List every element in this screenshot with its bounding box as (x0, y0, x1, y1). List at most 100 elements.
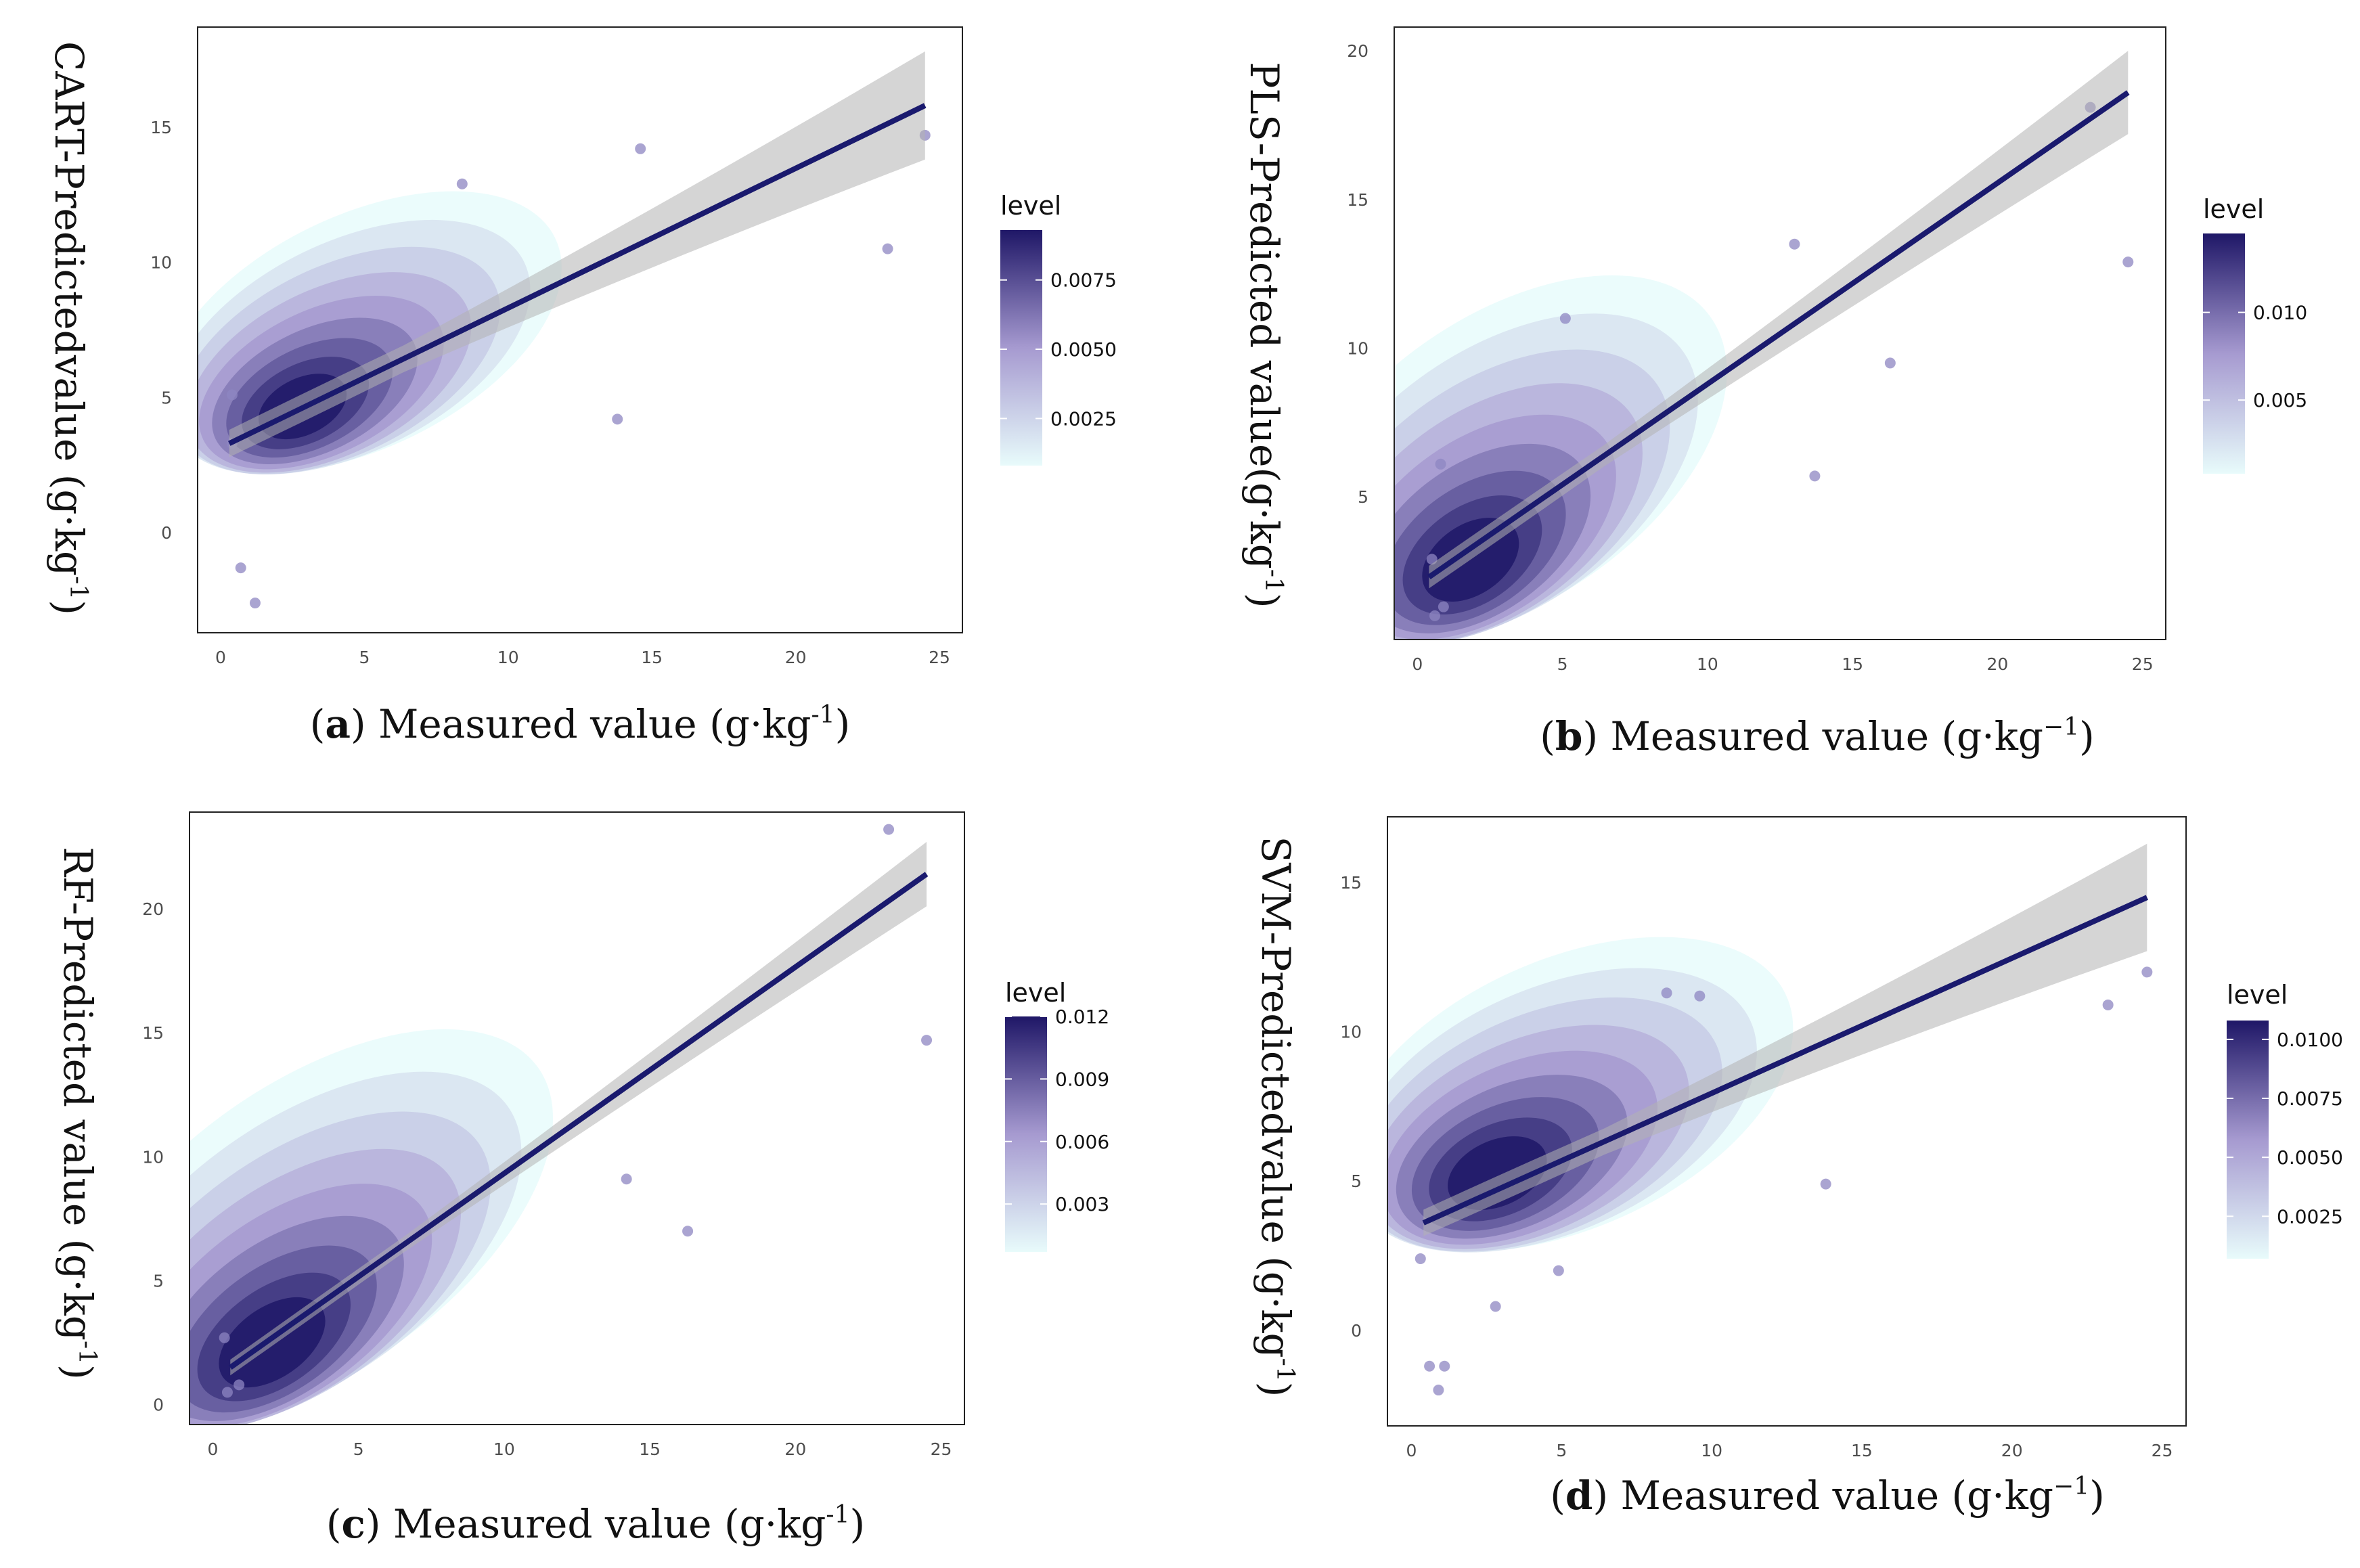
data-point (226, 389, 238, 401)
data-point (621, 1173, 632, 1185)
x-ticks: 0 5 10 15 20 25 (207, 1439, 952, 1459)
y-tick-label: 0 (161, 523, 172, 543)
data-point (612, 413, 623, 425)
y-tick-label: 5 (161, 388, 172, 407)
data-point (2102, 999, 2114, 1010)
y-ticks: 0 5 10 15 (150, 118, 172, 543)
y-tick-label: 15 (1347, 190, 1368, 210)
data-point (1559, 313, 1571, 324)
x-tick-label: 25 (2132, 654, 2154, 674)
x-ticks: 0 5 10 15 20 25 (1406, 1441, 2173, 1460)
legend-title: level (2203, 194, 2264, 224)
regression-line (228, 872, 929, 1370)
x-tick-label: 15 (639, 1439, 661, 1459)
legend-colorbar (1005, 1016, 1047, 1252)
x-tick-label: 5 (353, 1439, 364, 1459)
x-ticks: 0 5 10 15 20 25 (1412, 654, 2153, 674)
y-tick-label: 0 (153, 1395, 164, 1415)
x-axis-label: (b) Measured value (g·kg−1) (1540, 713, 2095, 759)
legend-tick-label: 0.0100 (2277, 1029, 2343, 1051)
x-tick-label: 20 (784, 1439, 806, 1459)
data-point (1884, 357, 1896, 369)
y-tick-label: 10 (150, 253, 172, 273)
data-point (1820, 1178, 1831, 1190)
data-point (1415, 1253, 1426, 1264)
y-tick-label: 5 (153, 1271, 164, 1291)
y-ticks: 5 10 15 20 (1347, 41, 1368, 507)
data-point (233, 1379, 245, 1391)
x-tick-label: 5 (1557, 654, 1568, 674)
confidence-band (1423, 843, 2147, 1236)
panel-b: 0 5 10 15 20 25 5 10 15 20 PLS-Predicted value(g… (1241, 26, 2307, 759)
data-point (1789, 238, 1800, 250)
legend-tick-label: 0.0075 (1050, 269, 1117, 292)
x-axis-label: (c) Measured value (g·kg-1) (326, 1501, 865, 1547)
legend-tick-label: 0.003 (1055, 1193, 1109, 1215)
data-point (1439, 1360, 1450, 1372)
points (219, 824, 933, 1398)
legend: level 0.003 0.006 0.009 0.012 (1005, 978, 1109, 1252)
data-point (1694, 990, 1706, 1002)
y-tick-label: 10 (1347, 338, 1368, 358)
legend-tick-label: 0.0025 (2277, 1205, 2343, 1228)
data-point (1429, 610, 1440, 621)
plot-frame (1387, 816, 2187, 1427)
density-contours (1394, 275, 1727, 640)
y-tick-label: 5 (1351, 1171, 1362, 1191)
x-tick-label: 10 (493, 1439, 515, 1459)
density-contours (190, 1029, 554, 1425)
data-point (2141, 966, 2153, 978)
x-tick-label: 5 (359, 648, 370, 667)
legend-tick-label: 0.006 (1055, 1131, 1109, 1153)
y-axis-label: CART-Predictedvalue (g·kg-1) (46, 41, 92, 615)
x-axis-label: (d) Measured value (g·kg−1) (1550, 1473, 2105, 1519)
data-point (1424, 1360, 1435, 1372)
data-point (1661, 987, 1672, 999)
data-point (1438, 601, 1449, 612)
points (1415, 966, 2153, 1396)
panel-d: 0 5 10 15 20 25 0 5 10 15 SVM-Predictedvalue (g·… (1253, 816, 2343, 1519)
legend-title: level (1005, 978, 1066, 1008)
data-point (882, 243, 893, 254)
legend: level 0.0025 0.0050 0.0075 (1000, 191, 1117, 466)
data-point (1809, 470, 1821, 482)
data-point (883, 824, 895, 835)
y-tick-label: 15 (142, 1023, 164, 1043)
x-tick-label: 20 (785, 648, 807, 667)
legend: level 0.005 0.010 (2203, 194, 2307, 474)
x-tick-label: 5 (1556, 1441, 1567, 1460)
plot-frame (189, 811, 965, 1425)
y-tick-label: 10 (142, 1147, 164, 1167)
data-point (1433, 1385, 1444, 1396)
data-point (219, 1332, 230, 1343)
y-tick-label: 10 (1340, 1023, 1362, 1042)
regression-line (1422, 895, 2148, 1226)
x-tick-label: 25 (2152, 1441, 2173, 1460)
legend-title: level (1000, 191, 1061, 221)
x-tick-label: 15 (1851, 1441, 1873, 1460)
data-point (249, 598, 261, 609)
legend-colorbar (2203, 233, 2245, 474)
panel-a: 0 5 10 15 20 25 0 5 10 15 CART-Predictedvalue (g… (46, 26, 1117, 747)
y-axis-label: RF-Predicted value (g·kg-1) (55, 847, 101, 1380)
regression-line (227, 103, 927, 446)
x-tick-label: 25 (929, 648, 950, 667)
density-contours (1387, 937, 1794, 1253)
x-tick-label: 10 (1701, 1441, 1722, 1460)
data-point (921, 1035, 933, 1046)
density-contours (198, 191, 562, 475)
x-tick-label: 10 (497, 648, 519, 667)
y-tick-label: 15 (150, 118, 172, 137)
data-point (682, 1226, 694, 1237)
x-axis-label: (a) Measured value (g·kg-1) (310, 701, 851, 747)
x-tick-label: 15 (641, 648, 663, 667)
data-point (221, 1387, 233, 1398)
data-point (1553, 1265, 1564, 1276)
x-tick-label: 25 (931, 1439, 952, 1459)
y-tick-label: 5 (1358, 487, 1368, 507)
plot-frame (197, 26, 963, 633)
x-ticks: 0 5 10 15 20 25 (215, 648, 950, 667)
legend-tick-label: 0.005 (2253, 389, 2307, 411)
plot-frame (1394, 26, 2166, 640)
